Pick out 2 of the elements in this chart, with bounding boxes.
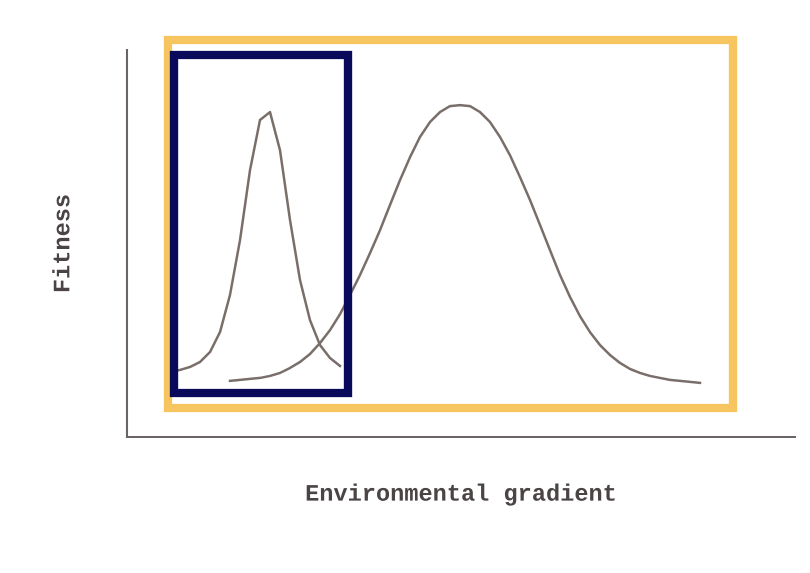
- x-axis-title: Environmental gradient: [306, 484, 615, 506]
- y-axis-title: Fitness: [52, 195, 70, 292]
